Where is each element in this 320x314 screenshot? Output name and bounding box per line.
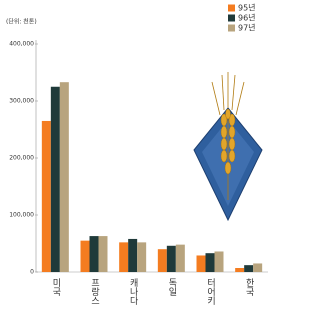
unit-label: (단위: 천톤) (6, 18, 37, 26)
bar (51, 87, 60, 272)
legend-swatch (228, 15, 235, 22)
legend-label: 96년 (238, 13, 256, 23)
x-tick-label: 독일 (166, 278, 176, 296)
bar (158, 249, 167, 272)
x-tick-label: 한국 (244, 278, 254, 297)
x-tick-label: 캐나다 (128, 278, 138, 306)
bar (206, 253, 215, 272)
bar (81, 241, 90, 272)
bar (235, 268, 244, 272)
bar (90, 236, 99, 272)
bar (215, 251, 224, 272)
bar (119, 242, 128, 272)
x-tick-label: 터어키 (205, 278, 215, 306)
wheat-icon (194, 72, 262, 220)
y-tick-label: 400,000 (9, 41, 34, 48)
bar (176, 245, 185, 272)
chart: (단위: 천톤) 0 100,000 200,000 300,000 400,000 미국… (0, 0, 270, 314)
x-tick-label: 프랑스 (89, 278, 99, 305)
y-tick-label: 200,000 (9, 155, 34, 162)
bar (197, 255, 206, 272)
legend-swatch (228, 25, 235, 32)
y-tick-label: 300,000 (9, 98, 34, 105)
bar (128, 239, 137, 272)
page: {"chart_data": {"type": "bar", "unit_lab… (0, 0, 320, 314)
legend-swatch (228, 5, 235, 12)
bar (42, 121, 51, 272)
x-tick-label: 미국 (50, 278, 60, 297)
bar (137, 242, 146, 272)
legend-label: 97년 (238, 23, 256, 33)
bar (244, 265, 253, 272)
bar (167, 246, 176, 272)
bar (60, 82, 69, 272)
bar (253, 263, 262, 272)
legend-label: 95년 (238, 3, 256, 13)
y-tick-label: 0 (30, 269, 34, 276)
y-tick-label: 100,000 (9, 212, 34, 219)
bar (99, 236, 108, 272)
